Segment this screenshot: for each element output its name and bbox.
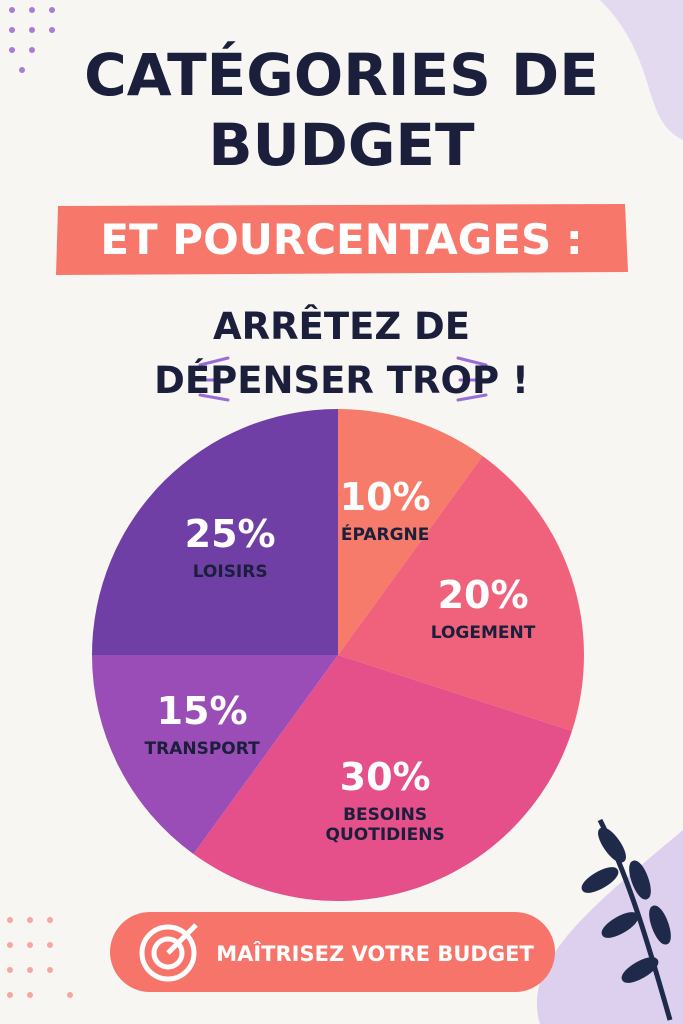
button-bg[interactable] bbox=[110, 912, 555, 992]
slice-label: 30% BESOINS QUOTIDIENS bbox=[300, 755, 470, 845]
target-icon bbox=[139, 923, 198, 982]
slice-label: 20% LOGEMENT bbox=[398, 573, 568, 643]
decor-leaves bbox=[581, 818, 673, 1021]
value-label: 15% bbox=[156, 689, 248, 734]
category-label: BESOINS QUOTIDIENS bbox=[325, 805, 445, 846]
pie-slice bbox=[193, 655, 572, 901]
category-label: LOGEMENT bbox=[430, 622, 536, 643]
value-label: 20% bbox=[437, 572, 529, 617]
decor-marks bbox=[194, 356, 492, 402]
button-label[interactable]: MAÎTRISEZ VOTRE BUDGET bbox=[216, 942, 534, 966]
pie-slice bbox=[92, 409, 338, 655]
category-label: ÉPARGNE bbox=[340, 524, 430, 545]
decor-blob bbox=[600, 0, 683, 140]
category-label: TRANSPORT bbox=[144, 739, 260, 760]
pie-slice bbox=[338, 455, 584, 732]
pie bbox=[92, 409, 584, 901]
annotation: ARRÊTEZ DE DÉPENSER TROP ! bbox=[154, 305, 529, 402]
slice-label: 25% LOISIRS bbox=[145, 512, 315, 582]
title: CATÉGORIES DE BUDGET bbox=[84, 41, 599, 179]
value-label: 25% bbox=[184, 512, 276, 557]
decor-dots bbox=[9, 7, 55, 73]
decor-dots bbox=[7, 917, 73, 998]
value-label: 10% bbox=[339, 474, 431, 519]
slice-label: 15% TRANSPORT bbox=[117, 689, 287, 759]
subtitle-banner bbox=[56, 204, 628, 275]
pie-slice bbox=[338, 409, 483, 655]
value-label: 30% bbox=[339, 755, 431, 800]
category-label: LOISIRS bbox=[192, 562, 268, 583]
slice-label: 10% ÉPARGNE bbox=[300, 475, 470, 545]
subtitle: ET POURCENTAGES : bbox=[100, 215, 583, 264]
pie-slice bbox=[92, 655, 338, 855]
